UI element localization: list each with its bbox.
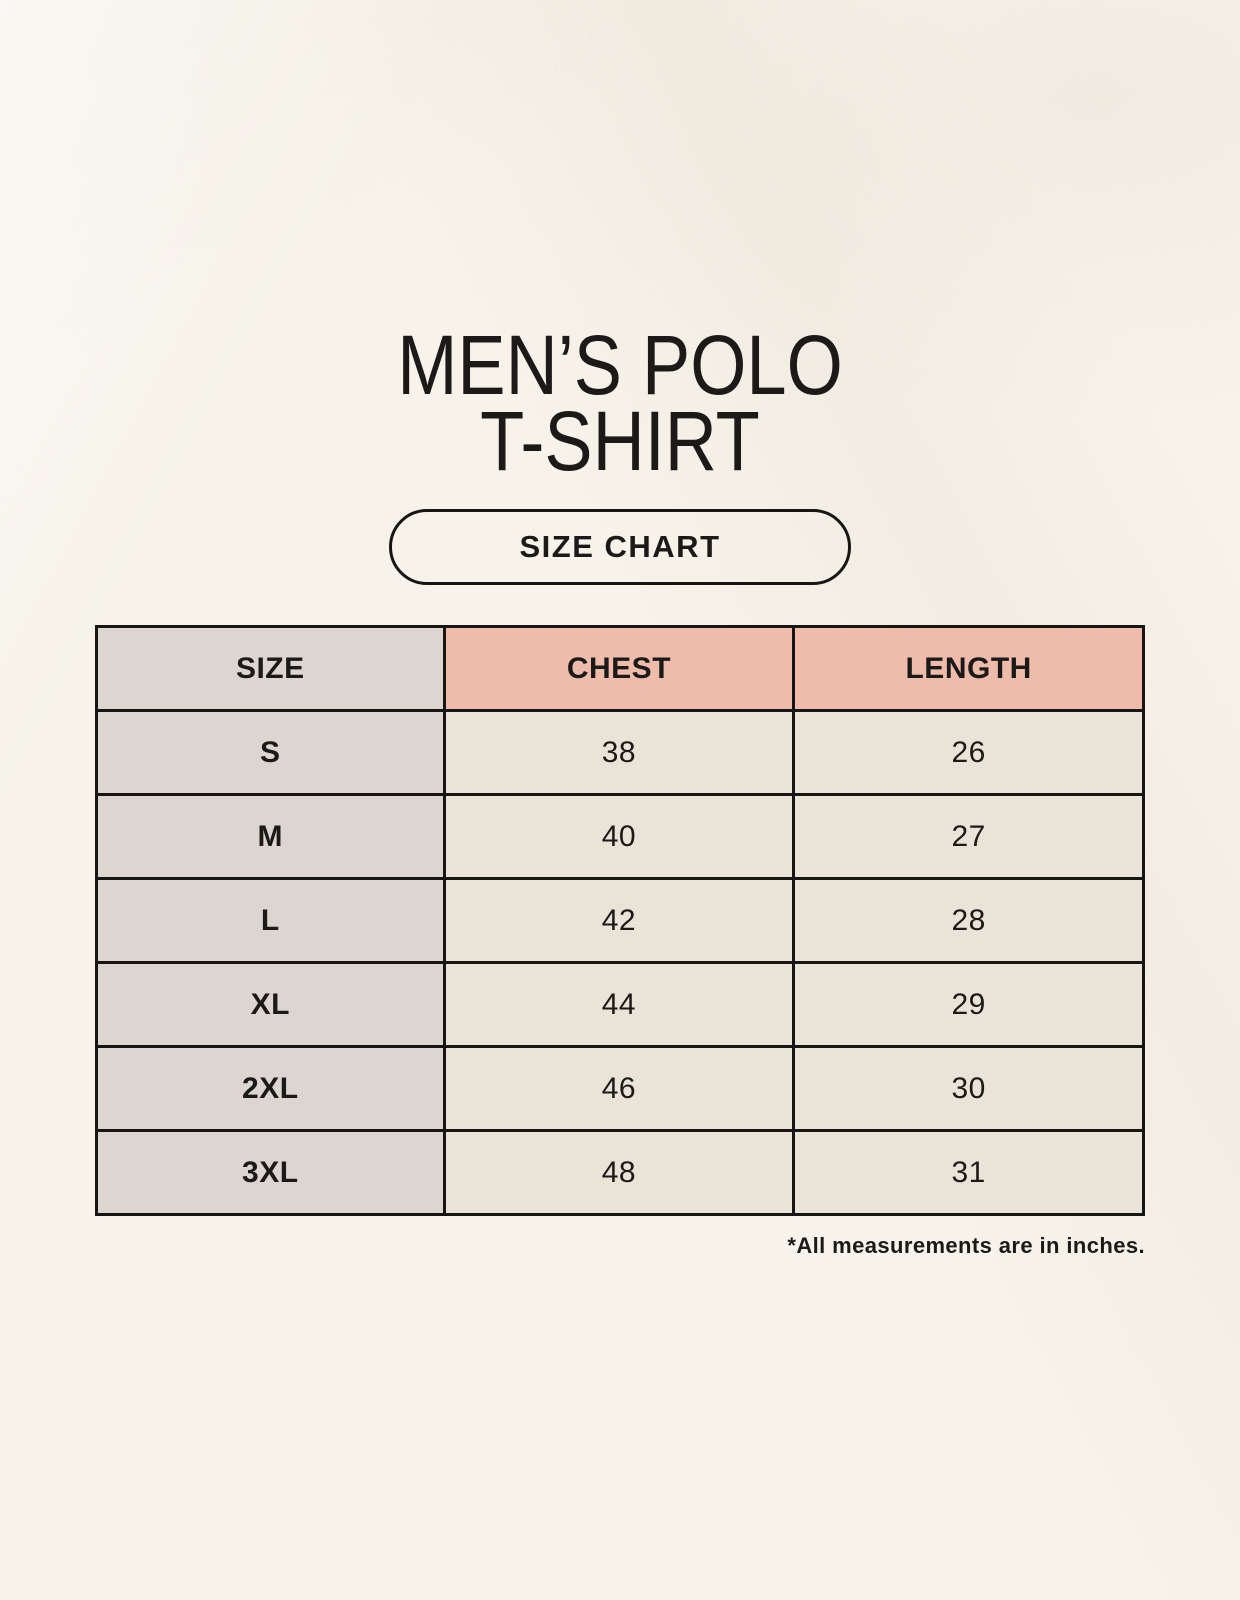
page-title-line-2: T-SHIRT [480, 394, 760, 488]
size-chart-page: MEN’S POLO T-SHIRT SIZE CHART SIZE CHEST… [0, 318, 1240, 1600]
size-chart-table: SIZE CHEST LENGTH S 38 26 M 40 27 L 42 2… [95, 625, 1145, 1216]
size-label: M [95, 793, 446, 880]
table-row-m: M 40 27 [95, 793, 1145, 880]
page-title-line-1: MEN’S POLO [397, 318, 843, 412]
chest-value: 44 [442, 961, 796, 1048]
table-row-xl: XL 44 29 [95, 961, 1145, 1048]
size-label: 2XL [95, 1045, 446, 1132]
chest-value: 42 [442, 877, 796, 964]
size-label: S [95, 709, 446, 796]
table-row-3xl: 3XL 48 31 [95, 1129, 1145, 1216]
size-chart-badge: SIZE CHART [389, 509, 851, 585]
measurements-note: *All measurements are in inches. [787, 1233, 1145, 1258]
chest-value: 46 [442, 1045, 796, 1132]
length-value: 29 [792, 961, 1145, 1048]
length-value: 27 [792, 793, 1145, 880]
size-label: XL [95, 961, 446, 1048]
chest-value: 38 [442, 709, 796, 796]
column-header-chest: CHEST [442, 625, 796, 712]
column-header-length: LENGTH [792, 625, 1145, 712]
table-row-2xl: 2XL 46 30 [95, 1045, 1145, 1132]
length-value: 30 [792, 1045, 1145, 1132]
size-chart-badge-label: SIZE CHART [519, 529, 721, 564]
size-label: 3XL [95, 1129, 446, 1216]
length-value: 28 [792, 877, 1145, 964]
table-row-l: L 42 28 [95, 877, 1145, 964]
size-label: L [95, 877, 446, 964]
length-value: 26 [792, 709, 1145, 796]
column-header-size: SIZE [95, 625, 446, 712]
table-header-row: SIZE CHEST LENGTH [95, 625, 1145, 712]
chest-value: 48 [442, 1129, 796, 1216]
table-row-s: S 38 26 [95, 709, 1145, 796]
page-title: MEN’S POLO T-SHIRT [87, 318, 1153, 488]
chest-value: 40 [442, 793, 796, 880]
length-value: 31 [792, 1129, 1145, 1216]
